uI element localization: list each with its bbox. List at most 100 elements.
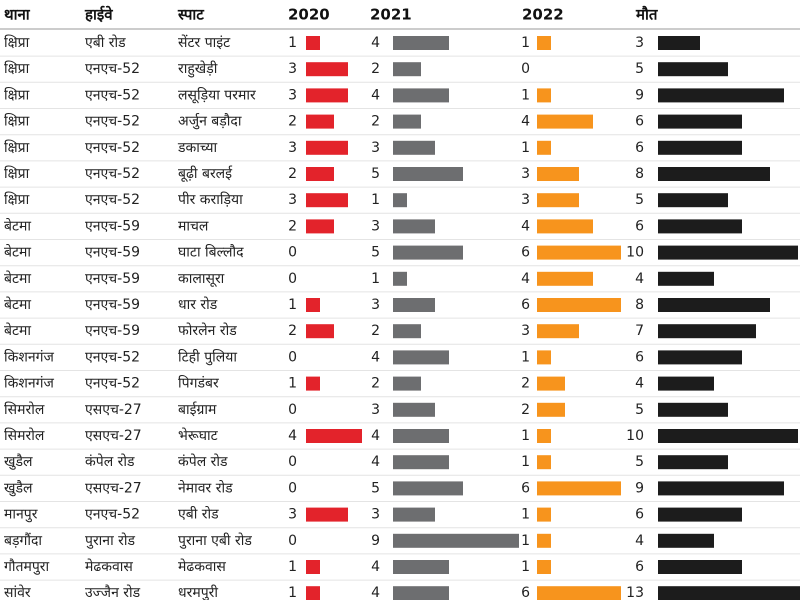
bar <box>658 88 784 103</box>
bar <box>658 324 756 339</box>
bar <box>537 402 565 417</box>
bar <box>658 271 714 286</box>
cell-text: सांवेर <box>4 584 31 600</box>
bar <box>537 193 579 208</box>
bar <box>393 533 519 548</box>
cell-number: 0 <box>288 271 297 287</box>
cell-number: 6 <box>521 585 530 600</box>
bar <box>306 140 348 155</box>
bar <box>537 298 621 312</box>
cell-text: उज्जैन रोड <box>85 584 141 600</box>
cell-number: 6 <box>635 114 644 130</box>
cell-number: 0 <box>288 480 297 496</box>
cell-text: क्षिप्रा <box>4 191 30 208</box>
cell-number: 5 <box>635 402 644 418</box>
cell-text: क्षिप्रा <box>4 113 30 130</box>
cell-text: अर्जुन बड़ौदा <box>178 113 242 130</box>
cell-text: पीर कराड़िया <box>178 191 243 208</box>
cell-number: 0 <box>288 533 297 549</box>
bar <box>537 507 551 522</box>
cell-number: 10 <box>626 245 644 261</box>
cell-number: 1 <box>288 376 297 392</box>
bar <box>658 36 700 50</box>
cell-number: 3 <box>371 140 380 156</box>
cell-number: 2 <box>288 166 297 182</box>
bar <box>393 271 407 286</box>
cell-text: किशनगंज <box>4 348 55 365</box>
bar <box>306 114 334 129</box>
cell-number: 1 <box>521 507 530 523</box>
cell-text: किशनगंज <box>4 375 55 392</box>
cell-text: क्षिप्रा <box>4 34 30 51</box>
cell-text: एनएच-59 <box>85 323 140 339</box>
cell-number: 6 <box>521 480 530 496</box>
bar <box>393 507 435 522</box>
cell-text: एसएच-27 <box>85 428 142 444</box>
cell-text: खुडैल <box>4 453 33 470</box>
bar <box>658 481 784 496</box>
column-header: स्पाट <box>177 6 205 24</box>
bar <box>537 586 621 600</box>
cell-text: फोरलेन रोड <box>178 322 237 339</box>
bar <box>393 193 407 208</box>
cell-number: 4 <box>521 271 530 287</box>
bar <box>658 62 728 77</box>
cell-text: टिही पुलिया <box>178 348 237 365</box>
cell-text: कालासूरा <box>178 271 225 287</box>
bar <box>537 271 593 286</box>
bar <box>537 245 621 260</box>
cell-number: 4 <box>521 218 530 234</box>
cell-number: 4 <box>371 428 380 444</box>
bar <box>393 560 449 574</box>
bar <box>658 245 798 260</box>
cell-number: 2 <box>288 114 297 130</box>
bar <box>306 586 320 600</box>
bar <box>306 36 320 50</box>
cell-number: 1 <box>521 559 530 575</box>
cell-number: 2 <box>371 323 380 339</box>
cell-number: 1 <box>521 454 530 470</box>
cell-number: 1 <box>371 271 380 287</box>
cell-text: बड़गौंदा <box>4 532 42 549</box>
cell-text: बाईग्राम <box>178 401 217 418</box>
cell-number: 1 <box>521 349 530 365</box>
bar <box>537 429 551 443</box>
bar <box>393 402 435 417</box>
cell-number: 1 <box>521 35 530 51</box>
cell-text: एसएच-27 <box>85 480 142 496</box>
cell-number: 1 <box>521 428 530 444</box>
bar <box>306 88 348 103</box>
bar <box>393 350 449 365</box>
cell-number: 2 <box>371 114 380 130</box>
bar <box>658 507 742 522</box>
cell-text: एनएच-59 <box>85 245 140 261</box>
cell-text: गौतमपुरा <box>4 558 50 575</box>
cell-number: 4 <box>635 271 644 287</box>
cell-number: 3 <box>521 166 530 182</box>
bar <box>537 36 551 50</box>
cell-number: 4 <box>371 349 380 365</box>
cell-text: क्षिप्रा <box>4 139 30 156</box>
bar <box>393 298 435 312</box>
cell-text: सेंटर पाइंट <box>178 34 231 51</box>
cell-number: 3 <box>521 323 530 339</box>
cell-number: 6 <box>635 218 644 234</box>
cell-number: 3 <box>288 140 297 156</box>
bar <box>393 245 463 260</box>
bar <box>393 219 435 234</box>
bar <box>393 62 421 77</box>
bar <box>658 586 800 600</box>
cell-number: 9 <box>635 480 644 496</box>
column-header: 2021 <box>370 6 412 24</box>
cell-number: 5 <box>371 166 380 182</box>
cell-text: राहुखेड़ी <box>178 60 218 78</box>
cell-number: 8 <box>635 166 644 182</box>
cell-text: बेटमा <box>4 322 31 339</box>
cell-text: एनएच-52 <box>85 61 140 77</box>
column-header: मौत <box>635 6 659 24</box>
cell-number: 5 <box>371 480 380 496</box>
cell-number: 1 <box>521 87 530 103</box>
cell-number: 5 <box>635 192 644 208</box>
bar <box>393 36 449 50</box>
